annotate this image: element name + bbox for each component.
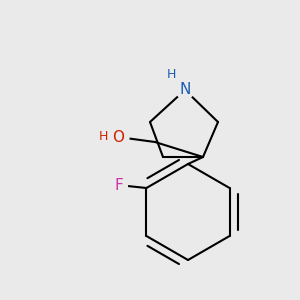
Text: H: H (99, 130, 108, 142)
Text: N: N (179, 82, 191, 98)
Circle shape (107, 126, 129, 148)
Circle shape (176, 81, 194, 99)
Circle shape (110, 177, 128, 195)
Text: H: H (166, 68, 176, 82)
Text: O: O (112, 130, 124, 145)
Text: F: F (114, 178, 123, 194)
